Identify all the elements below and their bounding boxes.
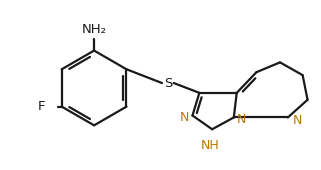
Text: N: N: [237, 113, 246, 126]
Text: NH: NH: [201, 139, 220, 152]
Text: N: N: [180, 111, 189, 124]
Text: NH₂: NH₂: [82, 23, 107, 36]
Text: N: N: [293, 114, 302, 127]
Text: F: F: [38, 100, 45, 113]
Text: S: S: [164, 76, 172, 90]
